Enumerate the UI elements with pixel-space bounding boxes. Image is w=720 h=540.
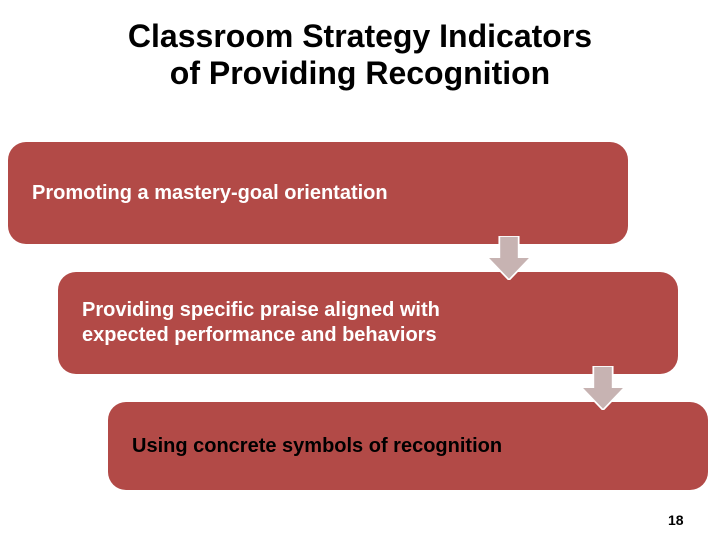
down-arrow-icon [576, 366, 630, 410]
page-number: 18 [668, 512, 684, 528]
block-text-2: Providing specific praise aligned with e… [82, 298, 522, 348]
down-arrow-icon [482, 236, 536, 280]
block-text-3: Using concrete symbols of recognition [132, 434, 502, 459]
block-text-1: Promoting a mastery-goal orientation [32, 181, 388, 206]
title-line-2: of Providing Recognition [170, 55, 550, 91]
block-1: Promoting a mastery-goal orientation [8, 142, 628, 244]
slide-title: Classroom Strategy Indicators of Providi… [0, 0, 720, 92]
block-2: Providing specific praise aligned with e… [58, 272, 678, 374]
block-3: Using concrete symbols of recognition [108, 402, 708, 490]
title-line-1: Classroom Strategy Indicators [128, 18, 592, 54]
